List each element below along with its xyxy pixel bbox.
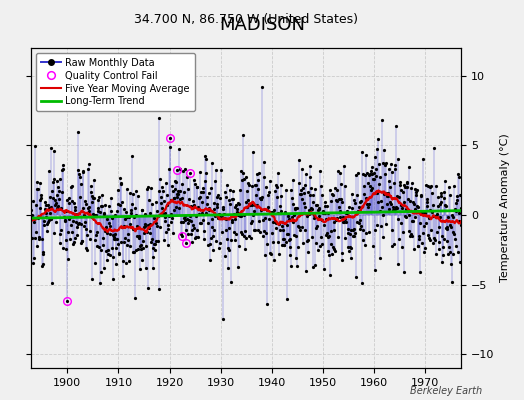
Title: 34.700 N, 86.750 W (United States): 34.700 N, 86.750 W (United States) [134,13,358,26]
Legend: Raw Monthly Data, Quality Control Fail, Five Year Moving Average, Long-Term Tren: Raw Monthly Data, Quality Control Fail, … [36,53,195,111]
Text: Berkeley Earth: Berkeley Earth [410,386,482,396]
Text: MADISON: MADISON [219,16,305,34]
Y-axis label: Temperature Anomaly (°C): Temperature Anomaly (°C) [500,134,510,282]
